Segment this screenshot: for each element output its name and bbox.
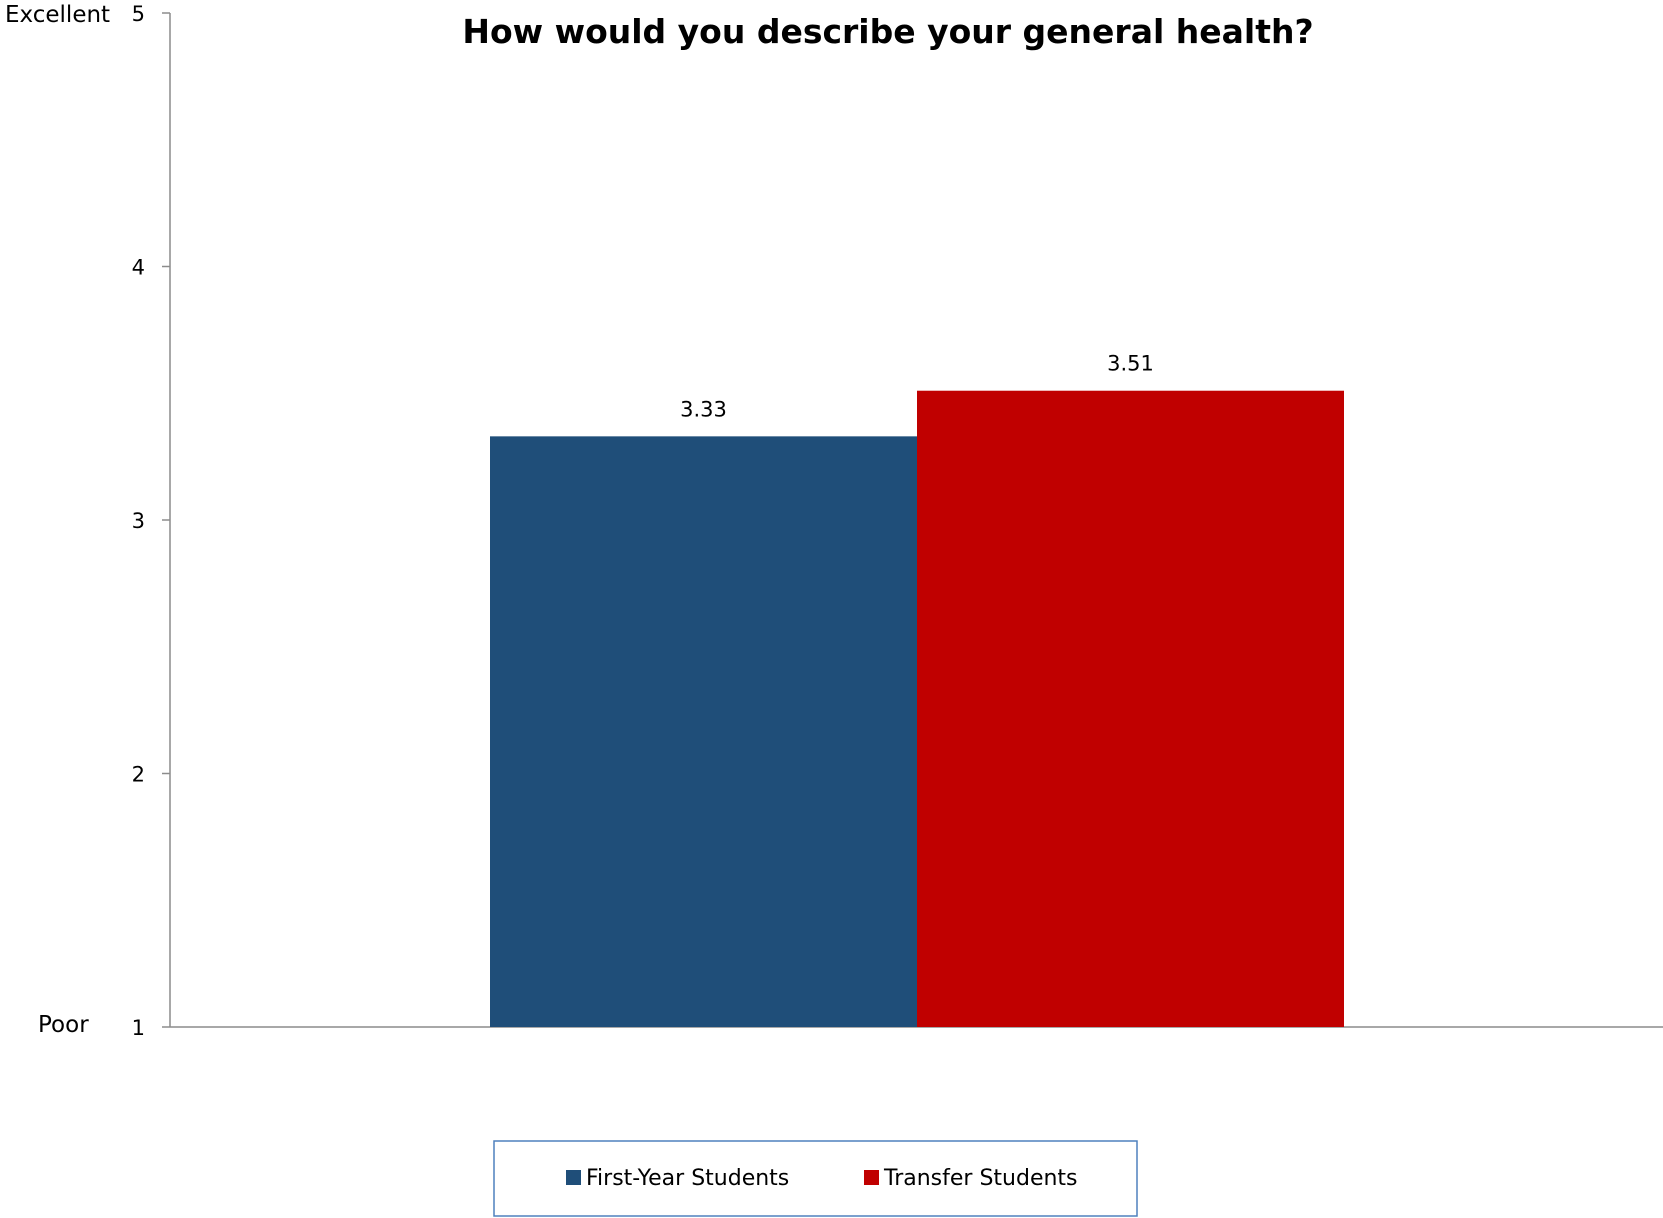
bar-value-label: 3.33 [680,397,727,421]
legend-swatch [566,1170,581,1185]
legend-label: First-Year Students [586,1166,789,1191]
chart-title: How would you describe your general heal… [462,12,1313,51]
y-tick-label: 2 [132,763,145,787]
y-tick-label: 4 [132,256,145,280]
bar [917,390,1344,1028]
y-tick-label: 5 [132,2,145,26]
bar [490,436,917,1028]
y-tick-label: 1 [132,1016,145,1040]
y-axis-top-anchor-label: Excellent [5,2,110,28]
legend: First-Year Students Transfer Students [493,1140,1138,1217]
legend-label: Transfer Students [883,1166,1078,1191]
legend-box [493,1140,1138,1217]
bar-value-label: 3.51 [1107,352,1154,376]
value-labels: 3.33 3.51 [680,352,1154,422]
y-axis: 1 2 3 4 5 [132,2,171,1040]
y-tick-label: 3 [132,509,145,533]
legend-swatch [864,1170,879,1185]
y-axis-bottom-anchor-label: Poor [38,1012,89,1038]
bars [490,390,1344,1028]
